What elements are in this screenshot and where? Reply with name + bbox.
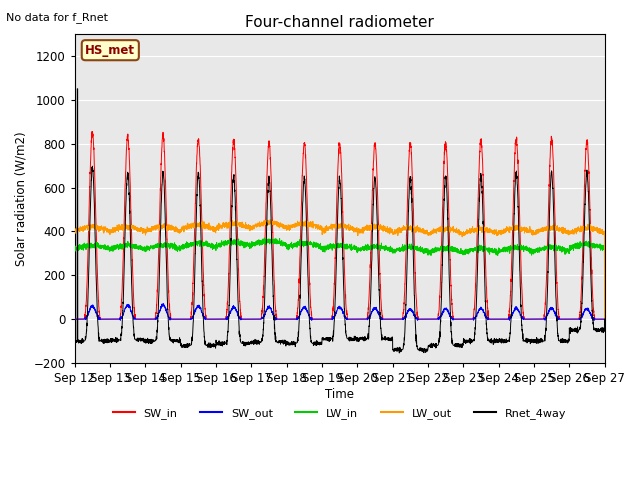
Legend: SW_in, SW_out, LW_in, LW_out, Rnet_4way: SW_in, SW_out, LW_in, LW_out, Rnet_4way [108, 404, 571, 423]
Title: Four-channel radiometer: Four-channel radiometer [245, 15, 434, 30]
Text: HS_met: HS_met [85, 44, 135, 57]
Text: No data for f_Rnet: No data for f_Rnet [6, 12, 108, 23]
X-axis label: Time: Time [325, 388, 354, 401]
Y-axis label: Solar radiation (W/m2): Solar radiation (W/m2) [15, 131, 28, 266]
